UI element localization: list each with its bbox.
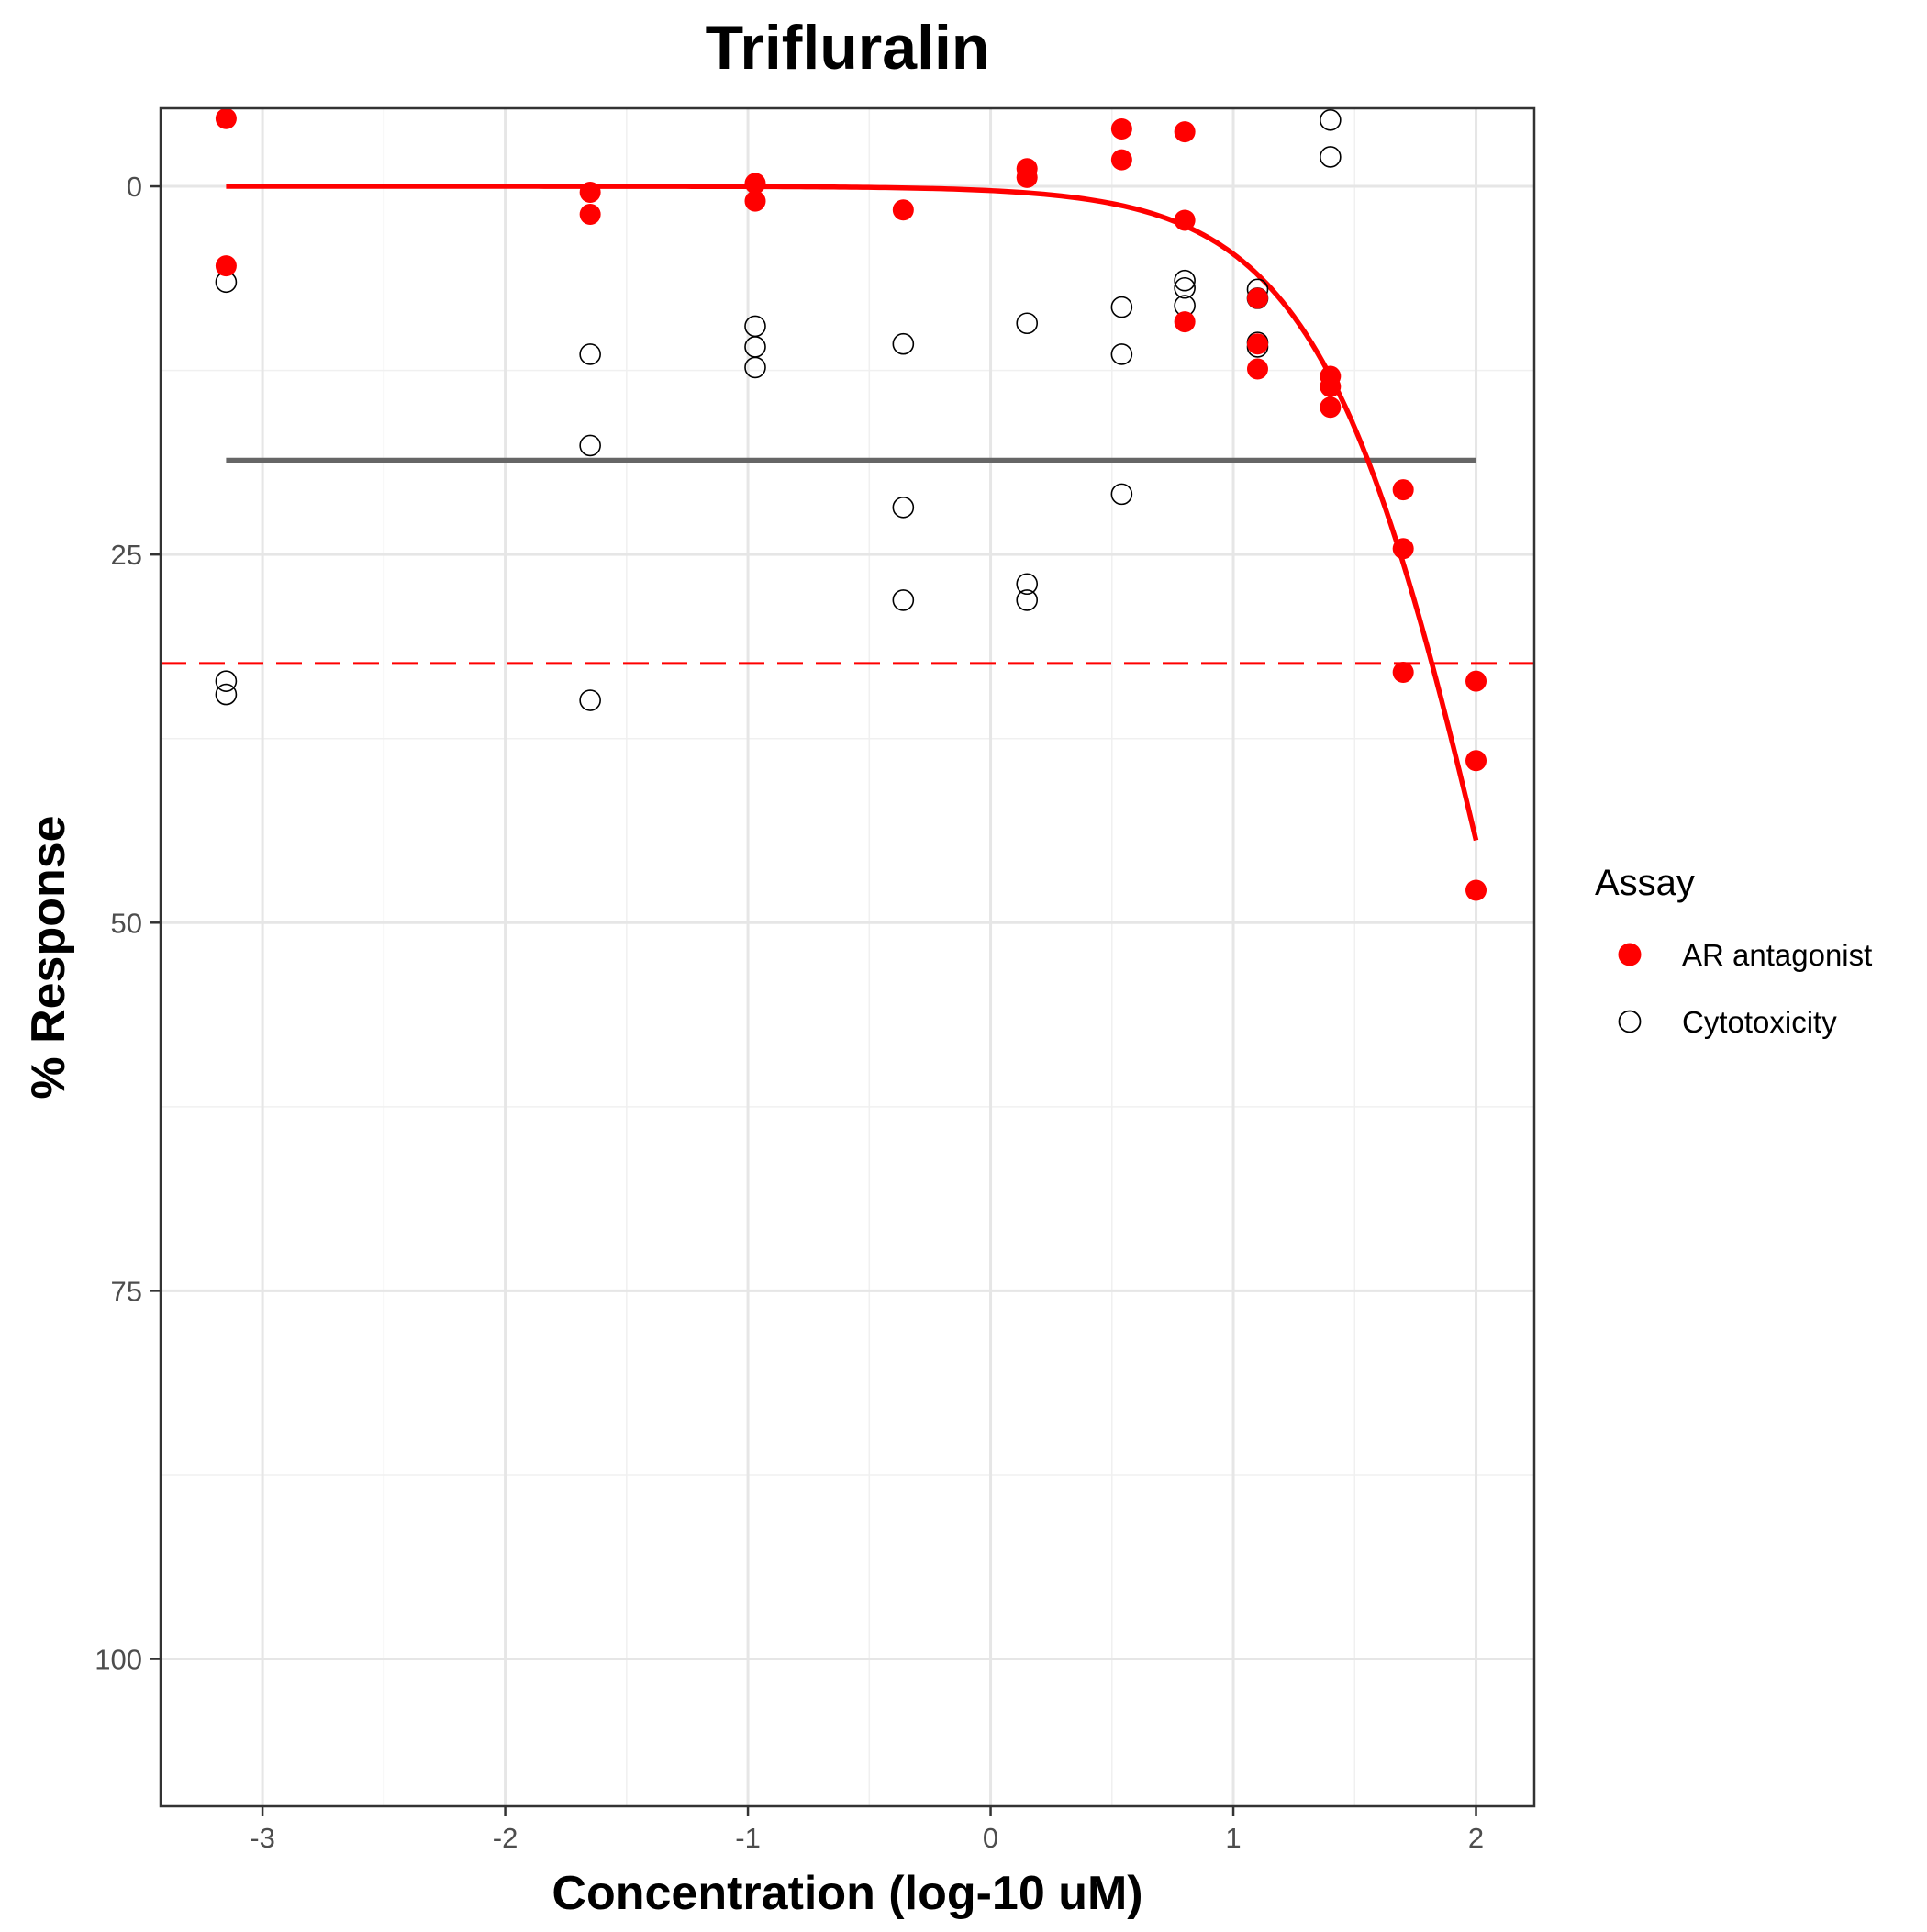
ar-antagonist-point [892, 199, 914, 221]
legend-label-cytotoxicity: Cytotoxicity [1682, 1005, 1837, 1039]
cytotoxicity-point [1174, 276, 1196, 299]
y-tick-label: 75 [111, 1275, 142, 1307]
cytotoxicity-point [892, 589, 915, 611]
legend-title: Assay [1595, 863, 1695, 903]
x-tick-label: -2 [493, 1822, 518, 1854]
y-tick-label: 25 [111, 539, 142, 571]
cytotoxicity-point [579, 689, 601, 711]
ar-antagonist-point [579, 181, 601, 203]
x-tick-label: 1 [1225, 1822, 1241, 1854]
cytotoxicity-point [1016, 589, 1039, 611]
ar-antagonist-point [1465, 670, 1487, 692]
chart-title: Trifluralin [706, 13, 990, 83]
ar-antagonist-point [1320, 375, 1342, 397]
y-tick-label: 50 [111, 907, 142, 939]
ar-antagonist-point [1392, 662, 1414, 684]
cytotoxicity-point [892, 332, 915, 355]
ar-antagonist-point [1392, 538, 1414, 560]
data-points [215, 107, 1487, 901]
panel-border [159, 106, 1536, 1808]
cytotoxicity-point [1174, 269, 1196, 292]
cytotoxicity-point [579, 343, 601, 365]
ar-antagonist-point [1174, 209, 1196, 231]
ar-antagonist-point [1174, 311, 1196, 333]
cytotoxicity-point [1110, 296, 1133, 318]
y-tick-label: 0 [127, 171, 142, 203]
cytotoxicity-point [579, 434, 601, 457]
cytotoxicity-point [1016, 312, 1039, 335]
ar-antagonist-point [1392, 479, 1414, 501]
ar-antagonist-point [1016, 166, 1038, 188]
ar-antagonist-point [1174, 121, 1196, 143]
cytotoxicity-point [1016, 573, 1039, 596]
legend: Assay AR antagonist Cytotoxicity [1595, 863, 1872, 1039]
ar-antagonist-point [1320, 396, 1342, 419]
ar-antagonist-point [215, 107, 237, 129]
legend-key-cytotoxicity [1618, 1010, 1642, 1033]
x-tick-label: 2 [1468, 1822, 1484, 1854]
cytotoxicity-point [1110, 343, 1133, 365]
cytotoxicity-point [1320, 109, 1342, 131]
ar-antagonist-point [744, 190, 766, 212]
x-tick-label: 0 [983, 1822, 998, 1854]
grid [161, 108, 1534, 1806]
axis-ticks: -3 -2 -1 0 1 2 0 25 50 75 100 [95, 171, 1484, 1854]
y-tick-label: 100 [95, 1644, 142, 1676]
y-axis-title: % Response [22, 815, 75, 1099]
ar-antagonist-point [744, 173, 766, 195]
cytotoxicity-point [744, 356, 766, 379]
ar-antagonist-point [215, 255, 237, 277]
ar-antagonist-point [1246, 333, 1268, 355]
x-tick-label: -3 [250, 1822, 275, 1854]
ar-antagonist-point [1110, 117, 1132, 140]
cytotoxicity-point [1320, 146, 1342, 168]
legend-key-ar-antagonist [1618, 943, 1642, 966]
cytotoxicity-point [892, 497, 915, 519]
ar-antagonist-point [1246, 287, 1268, 309]
reference-lines [161, 457, 1534, 665]
x-axis-title: Concentration (log-10 uM) [551, 1867, 1142, 1920]
cytotoxicity-point [1110, 483, 1133, 506]
x-tick-label: -1 [735, 1822, 761, 1854]
ar-antagonist-point [1110, 149, 1132, 171]
ar-antagonist-point [579, 204, 601, 226]
fit-curve [226, 184, 1479, 842]
cytotoxicity-point [215, 683, 238, 706]
fit-curve-layer [226, 184, 1479, 842]
ar-antagonist-point [1465, 750, 1487, 772]
cytotoxicity-point [215, 670, 238, 692]
legend-label-ar-antagonist: AR antagonist [1682, 938, 1872, 972]
ar-antagonist-point [1465, 879, 1487, 901]
ar-antagonist-point [1246, 358, 1268, 380]
